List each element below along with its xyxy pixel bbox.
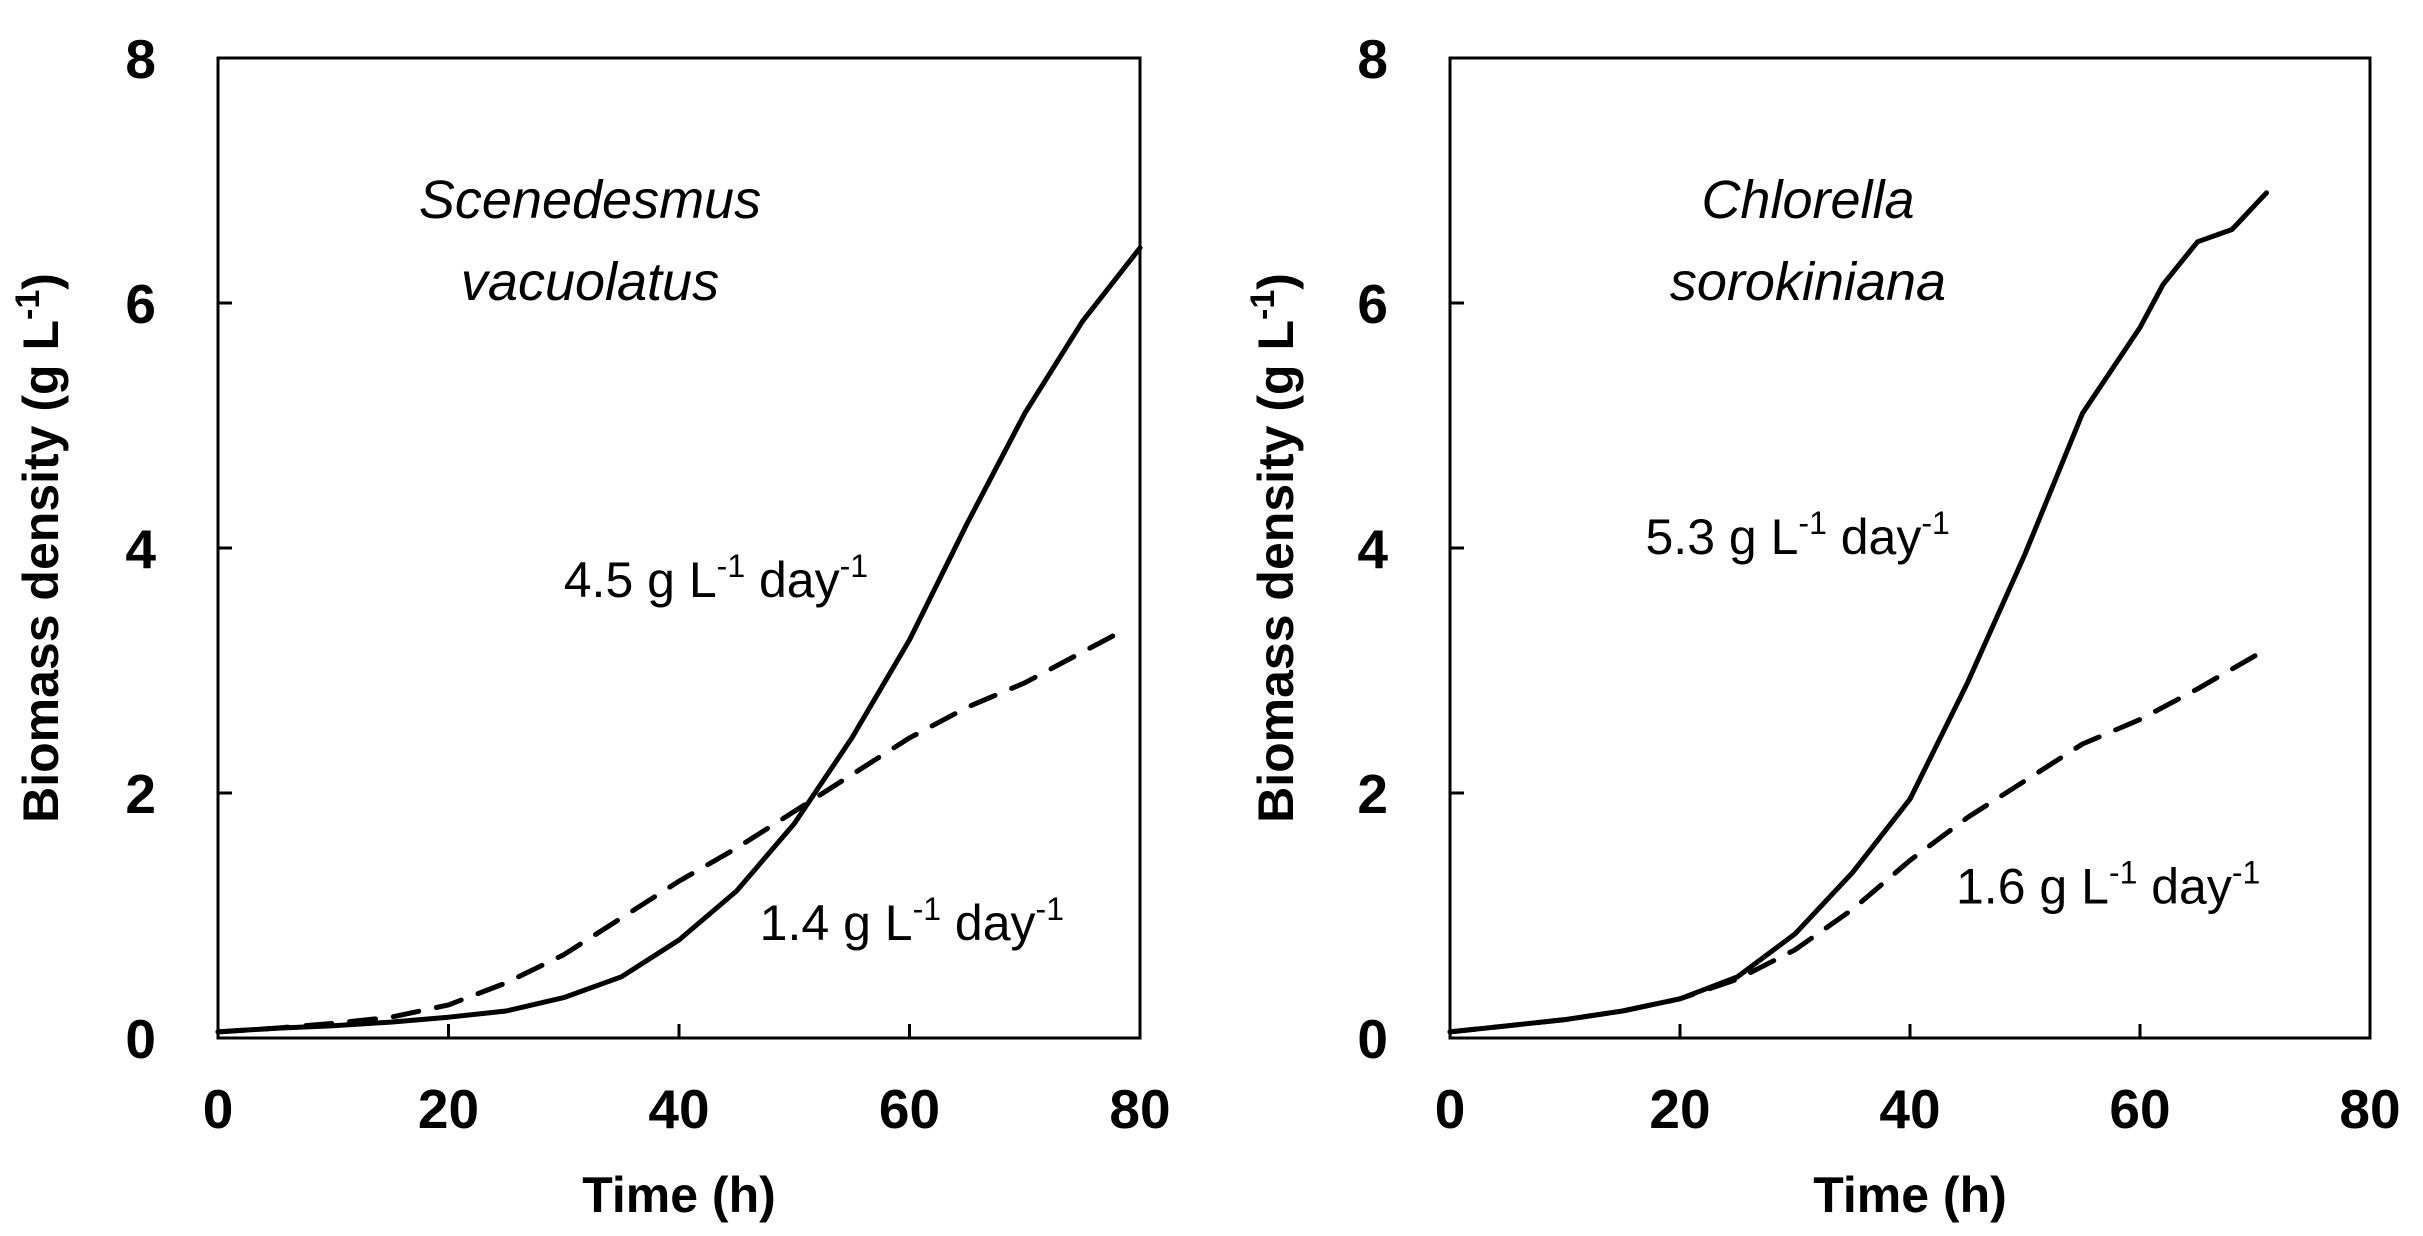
rate-label-dashed: 1.6 g L-1 day-1 xyxy=(1956,854,2260,914)
y-axis-title: Biomass density (g L-1) xyxy=(9,273,69,823)
y-tick-label: 8 xyxy=(1357,28,1388,90)
x-tick-label: 60 xyxy=(2109,1078,2170,1140)
rate-label-solid: 4.5 g L-1 day-1 xyxy=(564,548,868,608)
y-tick-label: 4 xyxy=(125,518,156,580)
y-tick-label: 6 xyxy=(1357,273,1388,335)
y-tick-label: 6 xyxy=(125,273,156,335)
x-axis-title: Time (h) xyxy=(1813,1167,2007,1223)
x-tick-label: 80 xyxy=(2339,1078,2400,1140)
y-tick-label: 2 xyxy=(1357,763,1388,825)
chart-panel-1: 0 20 40 60 80 0 2 4 6 8 Time (h) Biomass density (g… xyxy=(9,28,1171,1223)
species-label-line-1: Chlorella xyxy=(1701,170,1914,230)
x-tick-label: 60 xyxy=(879,1078,940,1140)
x-tick-label: 0 xyxy=(203,1078,234,1140)
x-tick-label: 0 xyxy=(1435,1078,1466,1140)
series-dashed-line xyxy=(215,631,1120,1035)
rate-label-solid: 5.3 g L-1 day-1 xyxy=(1646,505,1950,565)
y-tick-label: 4 xyxy=(1357,518,1388,580)
series-solid-line xyxy=(215,245,1143,1035)
y-tick-label: 2 xyxy=(125,763,156,825)
x-tick-label: 40 xyxy=(648,1078,709,1140)
y-tick-label: 0 xyxy=(125,1008,156,1070)
y-axis-title: Biomass density (g L-1) xyxy=(1244,273,1304,823)
x-axis-title: Time (h) xyxy=(582,1167,776,1223)
y-tick-label: 8 xyxy=(125,28,156,90)
species-label-line-2: vacuolatus xyxy=(461,252,719,312)
series-dashed-line xyxy=(1447,653,2258,1035)
y-tick-label: 0 xyxy=(1357,1008,1388,1070)
chart-panel-2: 0 20 40 60 80 0 2 4 6 8 Time (h) Biomass density (g… xyxy=(1244,28,2401,1223)
species-label-line-1: Scenedesmus xyxy=(419,170,761,230)
rate-label-dashed: 1.4 g L-1 day-1 xyxy=(760,891,1064,951)
x-tick-label: 40 xyxy=(1879,1078,1940,1140)
x-tick-label: 20 xyxy=(1649,1078,1710,1140)
species-label-line-2: sorokiniana xyxy=(1670,252,1946,312)
x-tick-label: 20 xyxy=(418,1078,479,1140)
x-tick-label: 80 xyxy=(1109,1078,1170,1140)
